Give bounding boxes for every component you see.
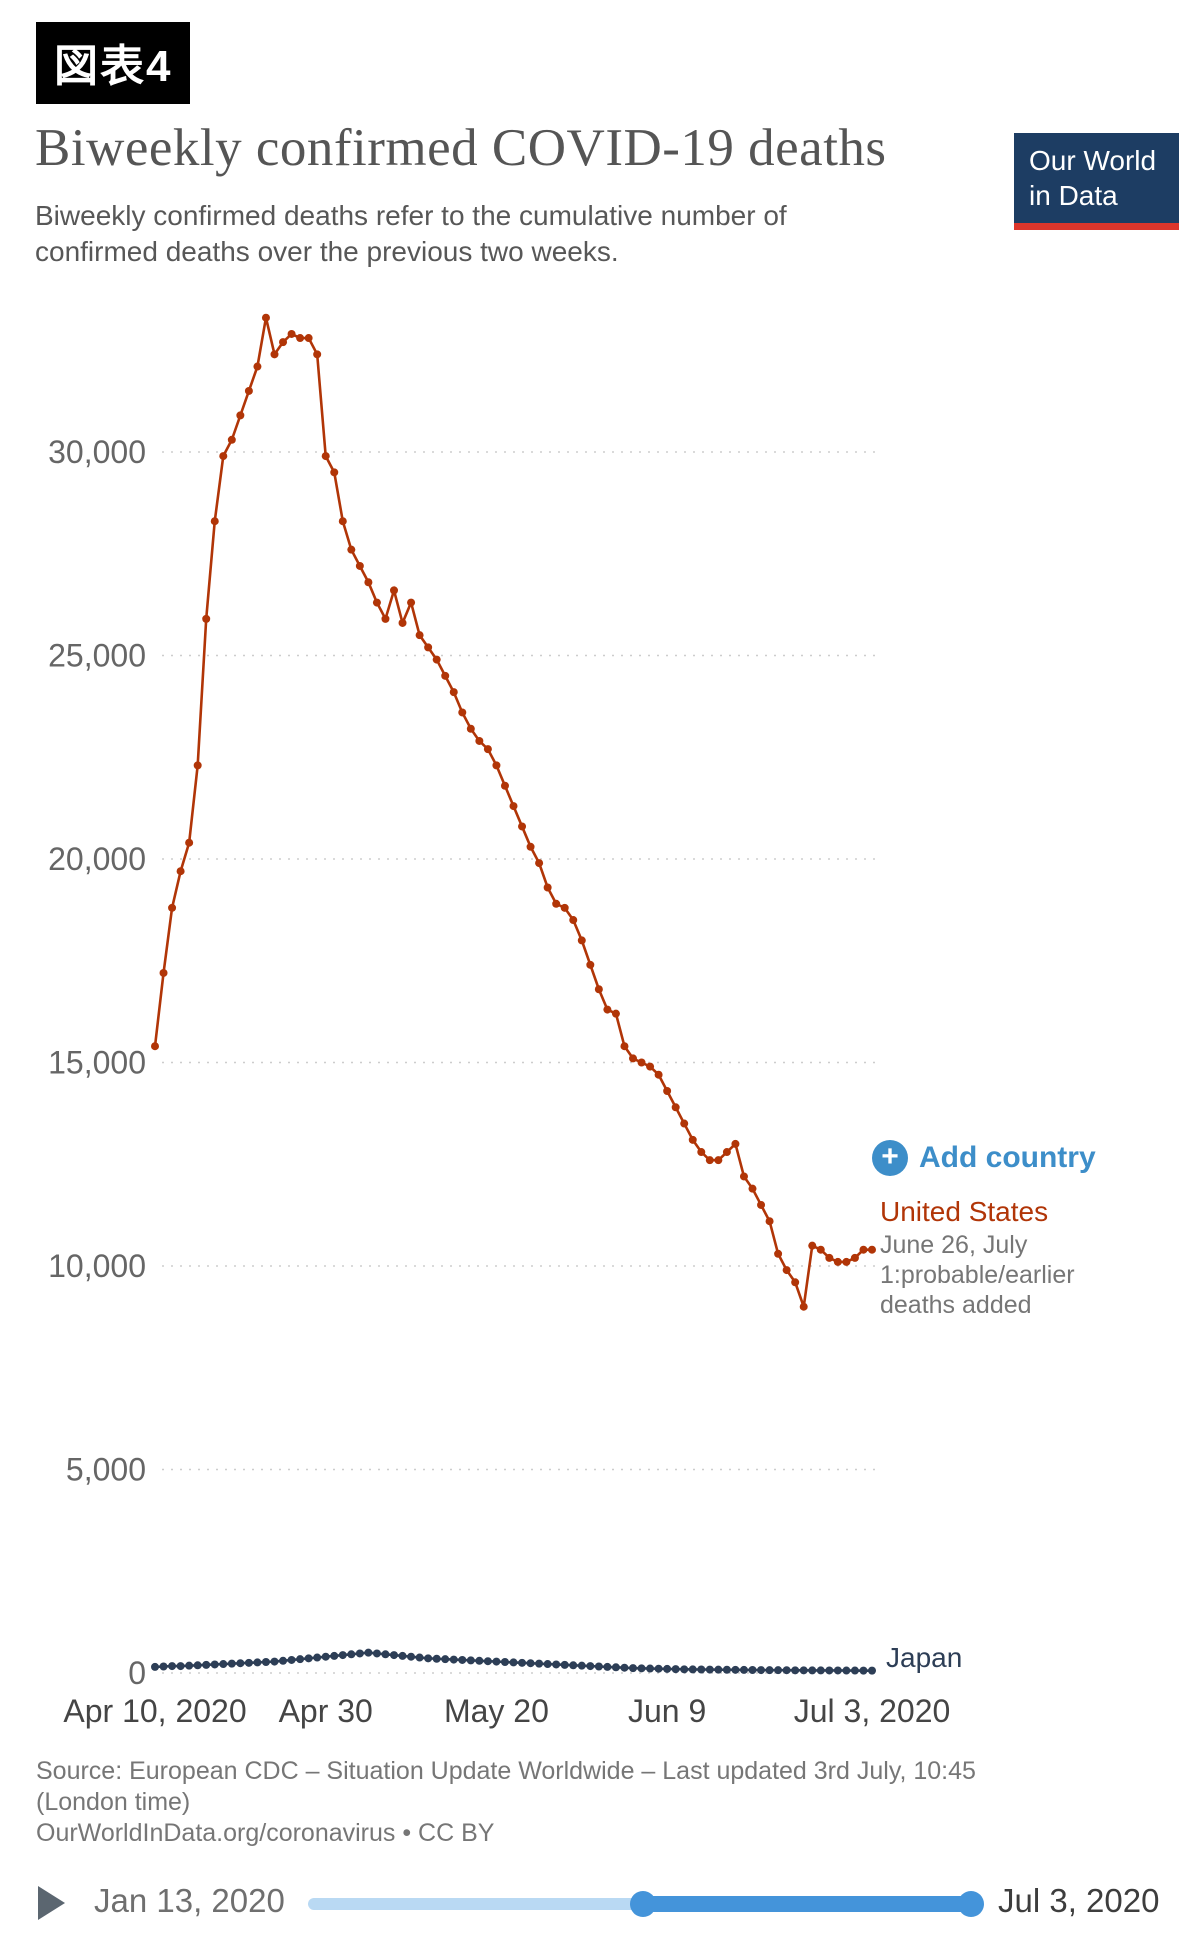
source-line-1: Source: European CDC – Situation Update … (36, 1757, 976, 1785)
svg-text:10,000: 10,000 (48, 1248, 146, 1284)
owid-logo-line2: in Data (1029, 180, 1118, 211)
series-japan[interactable] (151, 1648, 876, 1675)
series-label-japan[interactable]: Japan (886, 1642, 963, 1673)
page-title: Biweekly confirmed COVID-19 deaths (35, 119, 887, 177)
timeline-handle-start[interactable] (630, 1891, 656, 1917)
x-axis-labels: Apr 10, 2020 Apr 30 May 20 Jun 9 Jul 3, 2020 (63, 1693, 950, 1729)
series-united-states[interactable] (151, 313, 876, 1311)
series-label-united-states[interactable]: United States (880, 1196, 1049, 1227)
svg-text:Jul 3, 2020: Jul 3, 2020 (794, 1693, 951, 1729)
figure-number-tag: 図表4 (36, 22, 191, 104)
source-attribution: Source: European CDC – Situation Update … (36, 1756, 1086, 1849)
timeline-selected-range[interactable] (630, 1891, 985, 1917)
timeline-slider-track[interactable] (308, 1891, 985, 1917)
svg-text:20,000: 20,000 (48, 841, 146, 877)
svg-text:15,000: 15,000 (48, 1045, 146, 1081)
svg-text:Apr 30: Apr 30 (279, 1693, 373, 1729)
us-series-annotation: June 26, July 1:probable/earlier deaths … (880, 1231, 1075, 1319)
source-line-2: (London time) (36, 1788, 191, 1816)
svg-text:Apr 10, 2020: Apr 10, 2020 (63, 1693, 246, 1729)
y-axis-labels: 0 5,000 10,000 15,000 20,000 25,000 30,000 (48, 434, 146, 1691)
svg-text:25,000: 25,000 (48, 638, 146, 674)
svg-text:May 20: May 20 (444, 1693, 549, 1729)
timeline-start-date: Jan 13, 2020 (94, 1882, 285, 1919)
add-country-button[interactable]: + Add country (872, 1140, 1096, 1176)
svg-text:Jun 9: Jun 9 (628, 1693, 706, 1729)
svg-text:0: 0 (128, 1655, 146, 1691)
play-button[interactable] (38, 1886, 65, 1920)
gridlines (162, 451, 880, 1674)
chart-subtitle: Biweekly confirmed deaths refer to the c… (35, 200, 787, 267)
plus-icon: + (872, 1140, 908, 1176)
timeline-handle-end[interactable] (958, 1891, 985, 1917)
source-line-3[interactable]: OurWorldInData.org/coronavirus • CC BY (36, 1819, 495, 1847)
svg-text:5,000: 5,000 (66, 1452, 146, 1488)
owid-logo: Our World in Data (1014, 133, 1179, 230)
add-country-label: Add country (919, 1141, 1096, 1174)
svg-text:30,000: 30,000 (48, 434, 146, 470)
owid-logo-line1: Our World (1029, 145, 1157, 176)
timeline-end-date: Jul 3, 2020 (998, 1882, 1160, 1919)
